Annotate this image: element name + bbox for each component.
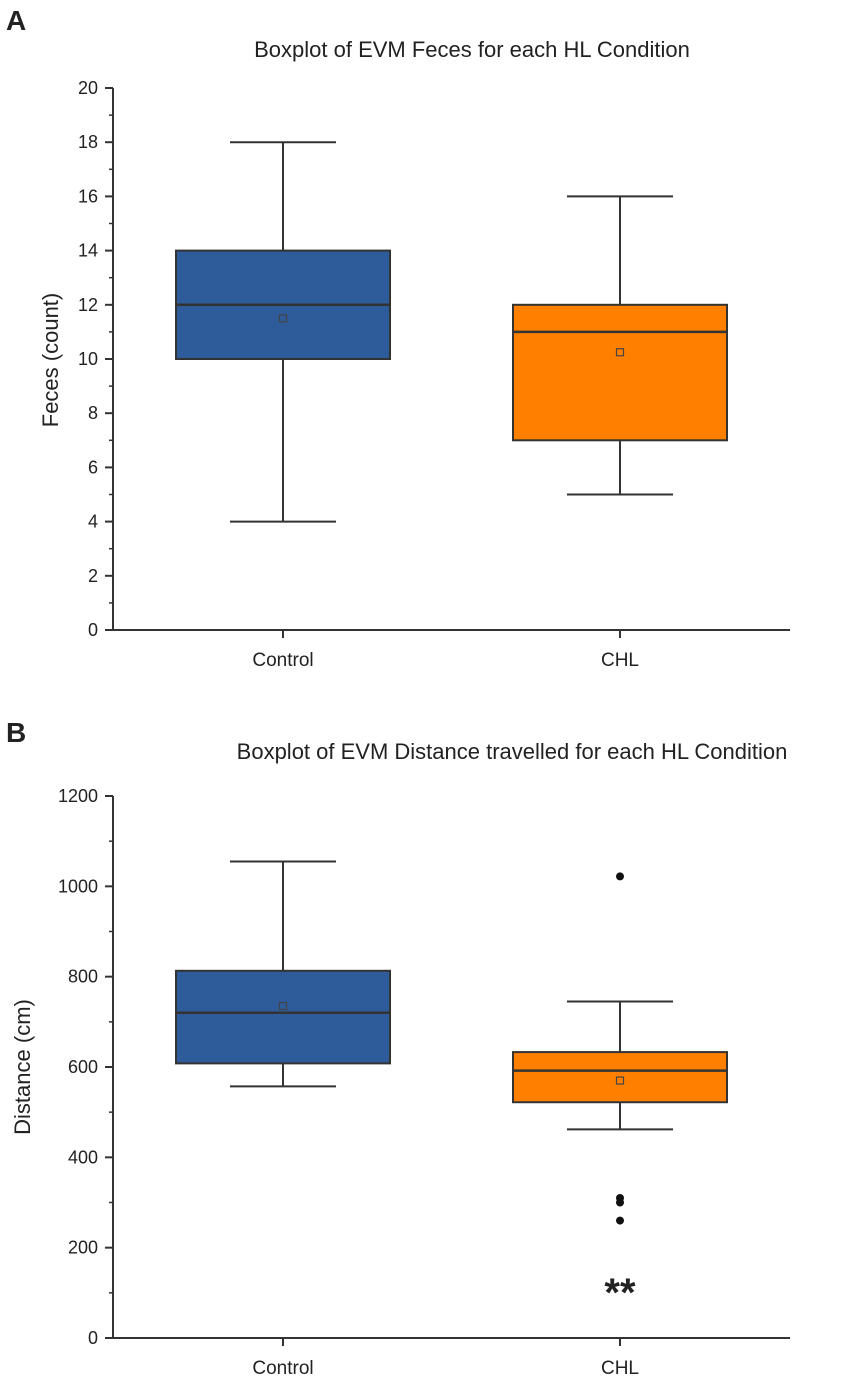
iqr-box: [175, 969, 391, 1065]
mean-marker: [615, 1076, 625, 1085]
y-tick-label: 1200: [58, 786, 98, 806]
y-tick-label: 12: [78, 295, 98, 315]
chart-a-category-control: Control: [252, 650, 313, 671]
chart-b-category-control: Control: [252, 1358, 313, 1379]
box-group-control: [175, 141, 391, 523]
y-tick-label: 600: [68, 1057, 98, 1077]
y-tick-label: 200: [68, 1238, 98, 1258]
chart-a-y-axis-label: Feces (count): [38, 293, 63, 428]
y-tick-label: 1000: [58, 876, 98, 896]
outlier-point: [616, 1198, 624, 1207]
box-group-chl: [512, 195, 728, 496]
y-tick-label: 10: [78, 349, 98, 369]
chart-a-y-ticks: 0 2 4 6 8 10 12 14 16 18 20: [78, 78, 621, 640]
y-tick-label: 20: [78, 78, 98, 98]
y-tick-label: 0: [88, 1328, 98, 1348]
mean-marker: [615, 348, 625, 357]
panel-a: A Boxplot of EVM Feces for each HL Condi…: [6, 5, 790, 671]
outlier-point: [616, 872, 624, 881]
y-tick-label: 18: [78, 132, 98, 152]
y-tick-label: 2: [88, 566, 98, 586]
chart-b-category-chl: CHL: [601, 1358, 639, 1379]
iqr-box: [512, 303, 728, 442]
outlier-point: [616, 1216, 624, 1225]
chart-b-y-axis-label: Distance (cm): [10, 999, 35, 1135]
y-tick-label: 0: [88, 620, 98, 640]
y-tick-label: 400: [68, 1147, 98, 1167]
y-tick-label: 16: [78, 186, 98, 206]
y-tick-label: 800: [68, 967, 98, 987]
panel-letter-a: A: [6, 5, 26, 36]
chart-b-title: Boxplot of EVM Distance travelled for ea…: [237, 739, 788, 764]
box-group-control: [175, 860, 391, 1088]
y-tick-label: 6: [88, 457, 98, 477]
mean-marker: [278, 1001, 288, 1011]
mean-marker: [278, 314, 288, 323]
chart-a-boxes: [175, 141, 728, 523]
chart-a-category-chl: CHL: [601, 650, 639, 671]
panel-letter-b: B: [6, 717, 26, 748]
y-tick-label: 8: [88, 403, 98, 423]
chart-b-boxes: [175, 860, 728, 1225]
chart-a-title: Boxplot of EVM Feces for each HL Conditi…: [254, 37, 690, 62]
y-tick-label: 14: [78, 241, 98, 261]
chart-b-y-ticks: 0 200 400 600 800 1000 1200: [58, 786, 621, 1348]
panel-b: B Boxplot of EVM Distance travelled for …: [6, 717, 790, 1379]
y-tick-label: 4: [88, 512, 98, 532]
box-group-chl: [512, 872, 728, 1225]
chart-b-significance-annotation: **: [604, 1271, 636, 1315]
